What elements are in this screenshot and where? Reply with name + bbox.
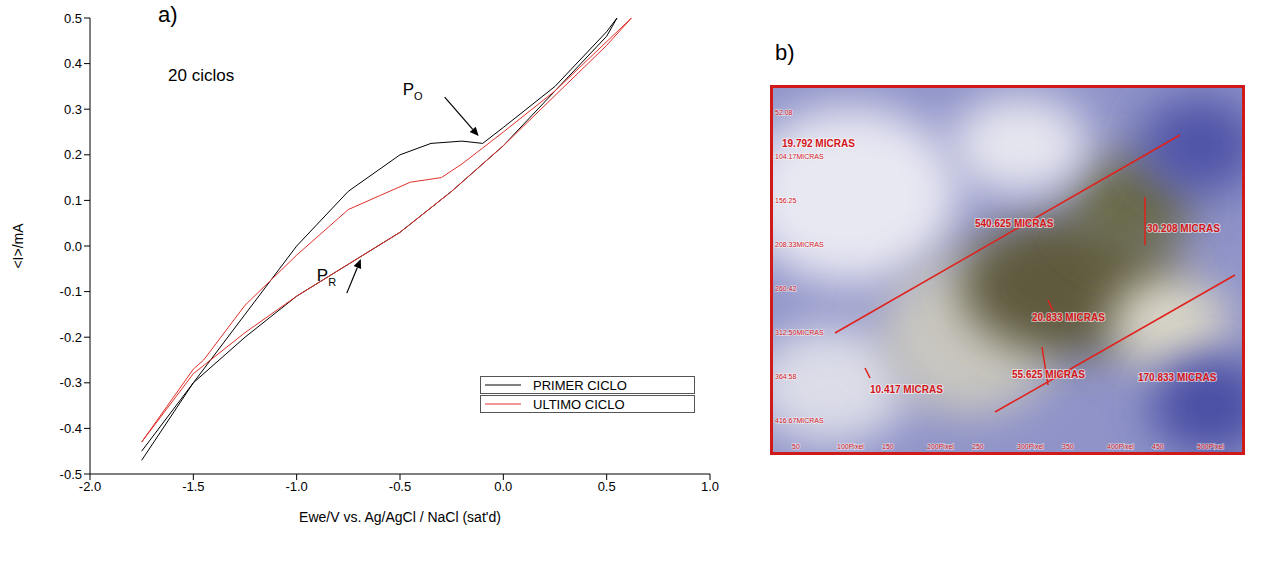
svg-text:208.33MICRAS: 208.33MICRAS (775, 241, 824, 248)
html-text:PRIMER CICLO: PRIMER CICLO (533, 377, 627, 393)
svg-text:260.42: 260.42 (775, 285, 797, 292)
svg-text:416.67MICRAS: 416.67MICRAS (775, 417, 824, 424)
svg-text:0.5: 0.5 (598, 479, 616, 494)
svg-text:150: 150 (882, 443, 894, 450)
svg-text:30.208 MICRAS: 30.208 MICRAS (1147, 223, 1220, 234)
svg-text:10.417 MICRAS: 10.417 MICRAS (870, 384, 943, 395)
svg-text:450: 450 (1152, 443, 1164, 450)
svg-text:400Pixel: 400Pixel (1107, 443, 1134, 450)
svg-text:200Pixel: 200Pixel (927, 443, 954, 450)
svg-text:-0.2: -0.2 (60, 330, 82, 345)
svg-text:104.17MICRAS: 104.17MICRAS (775, 153, 824, 160)
svg-text:0.2: 0.2 (64, 147, 82, 162)
svg-text:500Pixel: 500Pixel (1197, 443, 1224, 450)
svg-text:0.0: 0.0 (494, 479, 512, 494)
svg-text:Ewe/V vs. Ag/AgCl / NaCl (sat': Ewe/V vs. Ag/AgCl / NaCl (sat'd) (299, 509, 501, 525)
svg-text:1.0: 1.0 (701, 479, 719, 494)
svg-text:0.3: 0.3 (64, 102, 82, 117)
svg-text:55.625 MICRAS: 55.625 MICRAS (1012, 369, 1085, 380)
svg-text:100Pixel: 100Pixel (837, 443, 864, 450)
svg-text:<I>/mA: <I>/mA (10, 223, 26, 269)
html-text:20 ciclos: 20 ciclos (168, 66, 235, 85)
svg-text:PO: PO (403, 80, 423, 102)
svg-text:312.50MICRAS: 312.50MICRAS (775, 329, 824, 336)
svg-text:-1.0: -1.0 (285, 479, 307, 494)
svg-text:170.833 MICRAS: 170.833 MICRAS (1138, 372, 1217, 383)
svg-text:-2.0: -2.0 (79, 479, 101, 494)
svg-text:250: 250 (972, 443, 984, 450)
html-text:b): b) (775, 40, 795, 65)
svg-text:-0.1: -0.1 (60, 284, 82, 299)
svg-text:52.08: 52.08 (775, 109, 793, 116)
svg-text:-0.5: -0.5 (389, 479, 411, 494)
svg-text:350: 350 (1062, 443, 1074, 450)
svg-text:-0.5: -0.5 (60, 467, 82, 482)
svg-text:-0.4: -0.4 (60, 421, 82, 436)
svg-text:19.792 MICRAS: 19.792 MICRAS (782, 138, 855, 149)
svg-text:20.833 MICRAS: 20.833 MICRAS (1032, 312, 1105, 323)
html-text:ULTIMO CICLO: ULTIMO CICLO (533, 396, 625, 412)
svg-text:0.4: 0.4 (64, 56, 82, 71)
svg-text:PR: PR (317, 266, 336, 288)
svg-text:540.625 MICRAS: 540.625 MICRAS (975, 218, 1054, 229)
svg-text:0.1: 0.1 (64, 193, 82, 208)
svg-text:156.25: 156.25 (775, 197, 797, 204)
svg-text:-1.5: -1.5 (182, 479, 204, 494)
svg-text:-0.3: -0.3 (60, 375, 82, 390)
svg-text:0.5: 0.5 (64, 11, 82, 26)
svg-text:0.0: 0.0 (64, 239, 82, 254)
html-text:a): a) (158, 2, 178, 27)
svg-text:300Pixel: 300Pixel (1017, 443, 1044, 450)
svg-text:364.58: 364.58 (775, 373, 797, 380)
svg-text:50: 50 (792, 443, 800, 450)
